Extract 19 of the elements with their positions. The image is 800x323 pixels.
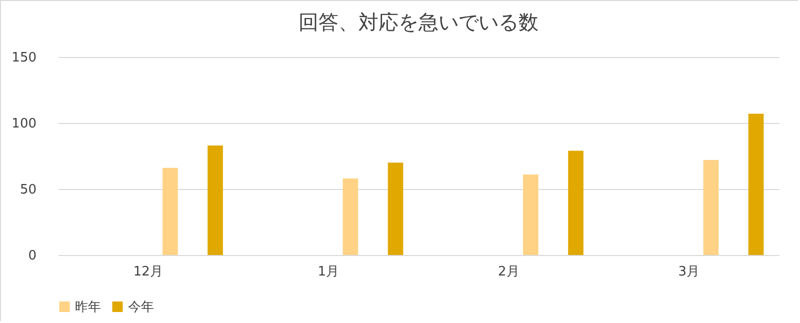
x-tick-label: 12月 bbox=[133, 264, 163, 280]
x-tick-label: 1月 bbox=[318, 264, 340, 280]
bar bbox=[748, 114, 764, 255]
y-tick-label: 50 bbox=[20, 182, 36, 198]
bar bbox=[162, 168, 178, 255]
bar bbox=[703, 160, 719, 255]
y-tick-label: 100 bbox=[12, 116, 36, 132]
legend-label: 今年 bbox=[128, 300, 154, 315]
bar bbox=[388, 162, 404, 255]
x-tick-label: 2月 bbox=[498, 264, 520, 280]
y-tick-label: 0 bbox=[28, 248, 36, 264]
bar bbox=[342, 178, 358, 255]
legend-label: 昨年 bbox=[75, 300, 101, 315]
x-tick-label: 3月 bbox=[678, 264, 700, 280]
bar bbox=[523, 174, 538, 255]
chart-title: 回答、対応を急いでいる数 bbox=[298, 10, 538, 34]
bar bbox=[208, 145, 223, 255]
bar bbox=[568, 150, 584, 255]
y-tick-label: 150 bbox=[12, 50, 36, 66]
